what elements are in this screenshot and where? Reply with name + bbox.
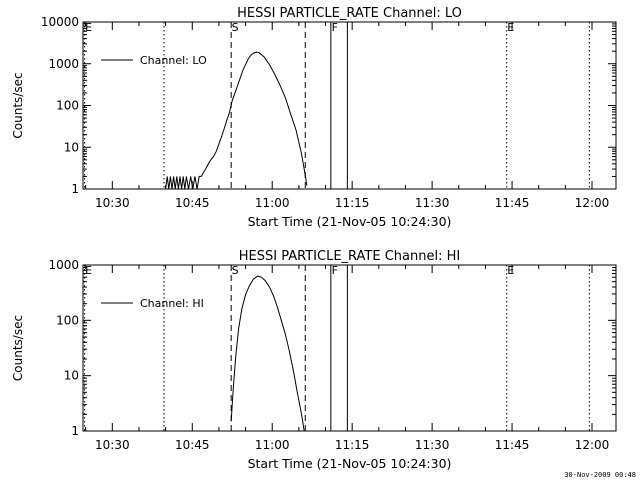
x-tick-label: 12:00 <box>575 196 610 210</box>
x-tick-label: 11:15 <box>335 196 370 210</box>
x-tick-label: 11:00 <box>255 196 290 210</box>
y-axis-label: Counts/sec <box>11 315 25 381</box>
event-marker-label: E <box>85 21 92 34</box>
x-tick-label: 11:30 <box>415 196 450 210</box>
series-line-channel-hi <box>230 275 305 432</box>
series-line-channel-lo <box>165 51 308 190</box>
x-axis-label: Start Time (21-Nov-05 10:24:30) <box>248 214 452 229</box>
chart-panel-2: HESSI PARTICLE_RATE Channel: HI E S F E 10:30… <box>11 249 617 471</box>
legend-label: Channel: HI <box>140 297 204 310</box>
event-marker-label: F <box>332 21 338 34</box>
x-tick-label: 11:15 <box>335 438 370 452</box>
x-tick-label: 10:30 <box>95 196 130 210</box>
x-tick-label: 11:45 <box>495 196 530 210</box>
y-tick-label: 100 <box>56 99 79 113</box>
event-marker-label: E <box>85 264 92 277</box>
y-tick-label: 1 <box>71 424 79 438</box>
x-tick-label: 10:30 <box>95 438 130 452</box>
y-axis-label: Counts/sec <box>11 72 25 138</box>
footer-timestamp: 30-Nov-2009 00:48 <box>564 471 636 479</box>
x-tick-label: 10:45 <box>175 196 210 210</box>
x-tick-label: 11:30 <box>415 438 450 452</box>
chart-panel-1: HESSI PARTICLE_RATE Channel: LO E S F E 10:30… <box>11 6 617 229</box>
legend-label: Channel: LO <box>140 54 207 67</box>
x-tick-label: 11:45 <box>495 438 530 452</box>
y-tick-label: 10 <box>64 140 79 154</box>
plot-frame <box>82 21 617 190</box>
event-marker-label: S <box>232 21 239 34</box>
y-tick-label: 100 <box>56 313 79 327</box>
chart-title: HESSI PARTICLE_RATE Channel: HI <box>239 249 460 264</box>
x-tick-label: 11:00 <box>255 438 290 452</box>
y-tick-label: 10 <box>64 369 79 383</box>
y-tick-label: 1 <box>71 182 79 196</box>
x-tick-label: 12:00 <box>575 438 610 452</box>
y-tick-label: 10000 <box>41 15 79 29</box>
x-tick-label: 10:45 <box>175 438 210 452</box>
chart-title: HESSI PARTICLE_RATE Channel: LO <box>237 6 462 21</box>
event-marker-label: F <box>332 264 338 277</box>
event-marker-label: S <box>232 264 239 277</box>
event-marker-label: E <box>507 21 514 34</box>
plot-frame <box>82 264 617 432</box>
y-tick-label: 1000 <box>48 57 79 71</box>
x-axis-label: Start Time (21-Nov-05 10:24:30) <box>248 456 452 471</box>
event-marker-label: E <box>507 264 514 277</box>
y-tick-label: 1000 <box>48 258 79 272</box>
